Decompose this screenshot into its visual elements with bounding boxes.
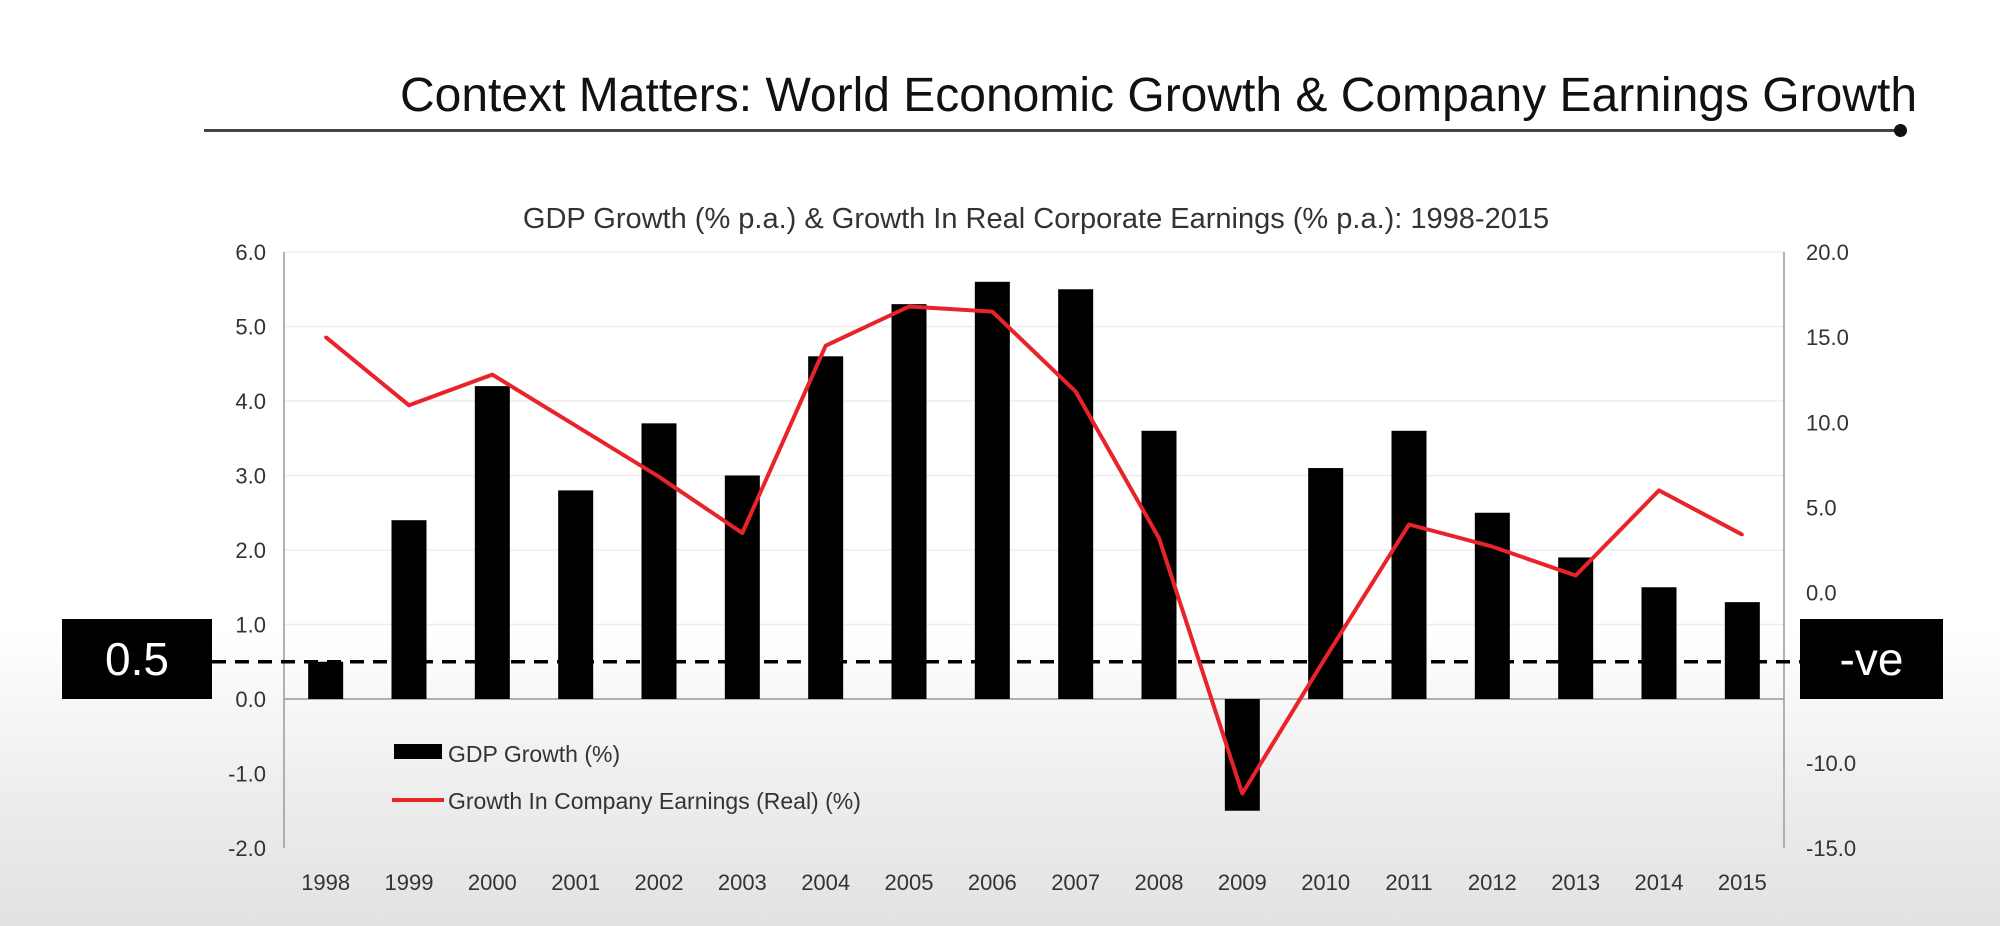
gdp-bar [974, 281, 1010, 699]
slide-title: Context Matters: World Economic Growth &… [400, 69, 1918, 122]
legend-swatch-gdp [394, 744, 442, 759]
earnings-point [1074, 390, 1078, 394]
earnings-point [324, 335, 328, 339]
gdp-bar [1558, 557, 1594, 699]
left-axis-tick-label: 0.0 [235, 687, 266, 712]
gdp-bar [391, 520, 427, 699]
left-axis-tick-label: 1.0 [235, 613, 266, 638]
right-axis-tick-labels: -15.0-10.0-5.00.05.010.015.020.0 [1806, 240, 1856, 861]
gdp-bar [891, 304, 927, 699]
x-axis-tick-label: 2009 [1218, 870, 1267, 895]
left-axis-tick-label: -2.0 [228, 836, 266, 861]
legend-label-earnings: Growth In Company Earnings (Real) (%) [448, 788, 861, 814]
callout-left: 0.5 [62, 619, 212, 699]
x-axis-tick-label: 2006 [968, 870, 1017, 895]
gdp-bars [308, 281, 1760, 811]
x-axis-tick-label: 2007 [1051, 870, 1100, 895]
gdp-bar [308, 661, 344, 699]
gdp-bar [558, 490, 594, 699]
earnings-point [907, 304, 911, 308]
earnings-line-series [324, 304, 1744, 796]
right-axis-tick-label: -10.0 [1806, 751, 1856, 776]
title-rule [204, 129, 1902, 132]
earnings-point [574, 424, 578, 428]
x-axis-tick-label: 2002 [635, 870, 684, 895]
gdp-bar [1058, 289, 1094, 699]
left-axis-tick-label: 4.0 [235, 389, 266, 414]
x-axis-tick-label: 2008 [1135, 870, 1184, 895]
x-axis-tick-label: 2015 [1718, 870, 1767, 895]
earnings-line [324, 304, 1744, 796]
earnings-point [1490, 545, 1494, 549]
x-axis-tick-labels: 1998 1999 2000 2001 2002 2003 2004 2005 2006 2007… [301, 870, 1767, 895]
x-axis-tick-label: 2001 [551, 870, 600, 895]
earnings-point [824, 344, 828, 348]
x-axis-tick-label: 2004 [801, 870, 850, 895]
left-axis-tick-label: 5.0 [235, 315, 266, 340]
earnings-point [1740, 533, 1744, 537]
gdp-bar [1308, 468, 1344, 699]
earnings-point [1407, 522, 1411, 526]
gdp-bar [808, 356, 844, 699]
earnings-point [407, 403, 411, 407]
x-axis-tick-label: 2014 [1635, 870, 1684, 895]
earnings-point [657, 475, 661, 479]
gdp-bar [474, 386, 510, 699]
earnings-point [1157, 536, 1161, 540]
x-axis-tick-label: 2011 [1385, 870, 1432, 895]
earnings-point [1574, 574, 1578, 578]
left-axis-tick-label: -1.0 [228, 762, 266, 787]
callout-right: -ve [1800, 619, 1943, 699]
right-axis-tick-label: 20.0 [1806, 240, 1849, 265]
x-axis-tick-label: 1998 [301, 870, 350, 895]
earnings-point [1324, 655, 1328, 659]
x-axis-tick-label: 2003 [718, 870, 767, 895]
earnings-point [1657, 488, 1661, 492]
gdp-bar [1641, 587, 1677, 699]
right-axis-tick-label: 0.0 [1806, 581, 1837, 606]
left-axis-tick-label: 2.0 [235, 538, 266, 563]
x-axis-tick-label: 2010 [1301, 870, 1350, 895]
left-axis-tick-label: 3.0 [235, 464, 266, 489]
x-axis-tick-label: 2013 [1551, 870, 1600, 895]
left-axis-tick-label: 6.0 [235, 240, 266, 265]
right-axis-tick-label: -15.0 [1806, 836, 1856, 861]
legend: GDP Growth (%) Growth In Company Earnings… [392, 741, 861, 814]
x-axis-tick-label: 2000 [468, 870, 517, 895]
left-axis-tick-labels: -2.0 -1.0 0.0 1.0 2.0 3.0 4.0 5.0 6.0 [228, 240, 266, 861]
gdp-bar [1474, 512, 1510, 699]
axis-lines [283, 252, 1785, 848]
right-axis-tick-label: 15.0 [1806, 325, 1849, 350]
legend-label-gdp: GDP Growth (%) [448, 741, 620, 767]
earnings-point [740, 531, 744, 535]
x-axis-tick-label: 2005 [885, 870, 934, 895]
gdp-bar [1141, 430, 1177, 699]
gdp-bar [1391, 430, 1427, 699]
x-axis-tick-label: 1999 [385, 870, 434, 895]
chart-title: GDP Growth (% p.a.) & Growth In Real Cor… [523, 203, 1549, 235]
gdp-bar [1724, 602, 1760, 699]
right-axis-tick-label: 10.0 [1806, 410, 1849, 435]
gdp-bar [641, 423, 677, 699]
earnings-point [990, 310, 994, 314]
x-axis-tick-label: 2012 [1468, 870, 1517, 895]
title-rule-end-dot [1894, 124, 1907, 137]
right-axis-tick-label: 5.0 [1806, 495, 1837, 520]
earnings-point [1240, 792, 1244, 796]
earnings-point [490, 373, 494, 377]
